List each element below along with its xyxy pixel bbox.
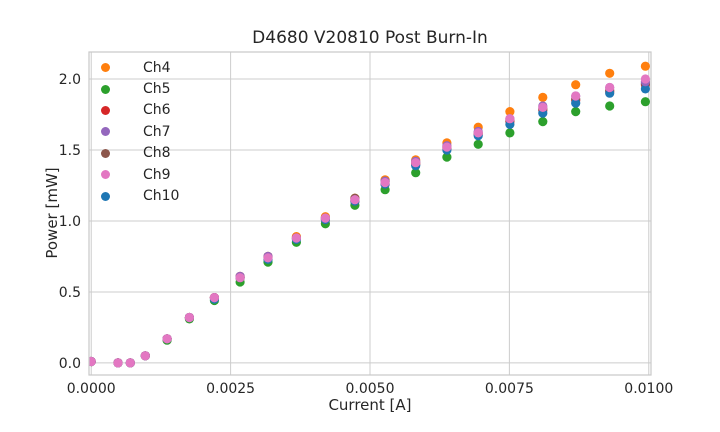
- data-point-ch9: [605, 82, 615, 93]
- data-point-ch9: [538, 102, 548, 112]
- data-point-ch5: [640, 97, 651, 107]
- data-point-ch9: [235, 273, 245, 283]
- legend: Ch4 Ch5 Ch6 Ch7 Ch8 Ch9 Ch10: [99, 57, 179, 207]
- y-tick-label: 1.5: [59, 143, 81, 159]
- data-point-ch9: [411, 158, 421, 168]
- x-tick-label: 0.0000: [67, 381, 116, 397]
- legend-marker-ch5-icon: [101, 84, 110, 94]
- data-point-ch9: [291, 233, 301, 243]
- x-tick-label: 0.0025: [206, 381, 255, 397]
- legend-item-ch8: Ch8: [99, 143, 179, 164]
- legend-item-ch9: Ch9: [99, 164, 179, 185]
- data-point-ch9: [89, 356, 96, 367]
- data-point-ch5: [411, 168, 421, 178]
- data-point-ch9: [209, 293, 219, 303]
- legend-marker-ch4-icon: [101, 63, 110, 73]
- data-point-ch4: [640, 61, 651, 71]
- legend-label: Ch7: [143, 123, 171, 140]
- data-point-ch9: [162, 334, 172, 344]
- y-tick-label: 0.5: [59, 285, 81, 301]
- legend-marker-ch10-icon: [101, 191, 110, 201]
- x-tick-label: 0.0050: [346, 381, 395, 397]
- legend-marker-ch6-icon: [101, 105, 110, 115]
- y-tick-label: 2.0: [59, 72, 81, 88]
- y-tick-label: 0.0: [59, 356, 81, 372]
- data-point-ch9: [442, 142, 452, 152]
- data-point-ch9: [350, 195, 360, 205]
- legend-marker-ch8-icon: [101, 148, 110, 158]
- legend-label: Ch9: [143, 166, 171, 183]
- y-axis-label: Power [mW]: [43, 167, 61, 259]
- data-point-ch9: [571, 91, 581, 101]
- x-tick-label: 0.0075: [485, 381, 534, 397]
- data-point-ch5: [473, 139, 483, 149]
- data-point-ch9: [263, 253, 273, 263]
- data-point-ch5: [605, 101, 615, 111]
- data-point-ch5: [442, 152, 452, 162]
- data-point-ch9: [380, 178, 390, 188]
- legend-marker-ch7-icon: [101, 127, 110, 137]
- data-point-ch9: [125, 358, 135, 368]
- legend-label: Ch4: [143, 59, 171, 76]
- data-point-ch4: [538, 92, 548, 102]
- data-point-ch5: [505, 128, 515, 138]
- data-point-ch4: [605, 68, 615, 78]
- legend-item-ch6: Ch6: [99, 100, 179, 121]
- data-point-ch5: [571, 107, 581, 117]
- legend-label: Ch10: [143, 188, 180, 205]
- data-point-ch9: [184, 312, 194, 323]
- data-point-ch9: [113, 358, 123, 368]
- data-point-ch5: [538, 117, 548, 127]
- data-point-ch4: [505, 107, 515, 117]
- data-point-ch10: [640, 84, 651, 94]
- data-point-ch10: [571, 98, 581, 108]
- x-tick-label: 0.0100: [624, 381, 673, 397]
- data-point-ch9: [320, 213, 330, 223]
- data-point-ch9: [473, 128, 483, 138]
- legend-item-ch5: Ch5: [99, 78, 179, 99]
- y-tick-label: 1.0: [59, 214, 81, 230]
- data-point-ch9: [640, 74, 651, 84]
- data-point-ch9: [505, 114, 515, 124]
- data-point-ch9: [140, 351, 150, 361]
- legend-item-ch4: Ch4: [99, 57, 179, 78]
- data-point-ch4: [571, 80, 581, 90]
- legend-label: Ch8: [143, 145, 171, 162]
- legend-item-ch7: Ch7: [99, 121, 179, 142]
- axes-spines: [88, 51, 652, 376]
- legend-item-ch10: Ch10: [99, 185, 179, 206]
- scatter-points: [89, 61, 651, 368]
- legend-marker-ch9-icon: [101, 170, 110, 180]
- chart-title: D4680 V20810 Post Burn-In: [252, 28, 488, 48]
- legend-label: Ch5: [143, 81, 171, 98]
- legend-label: Ch6: [143, 102, 171, 119]
- x-axis-label: Current [A]: [328, 396, 412, 414]
